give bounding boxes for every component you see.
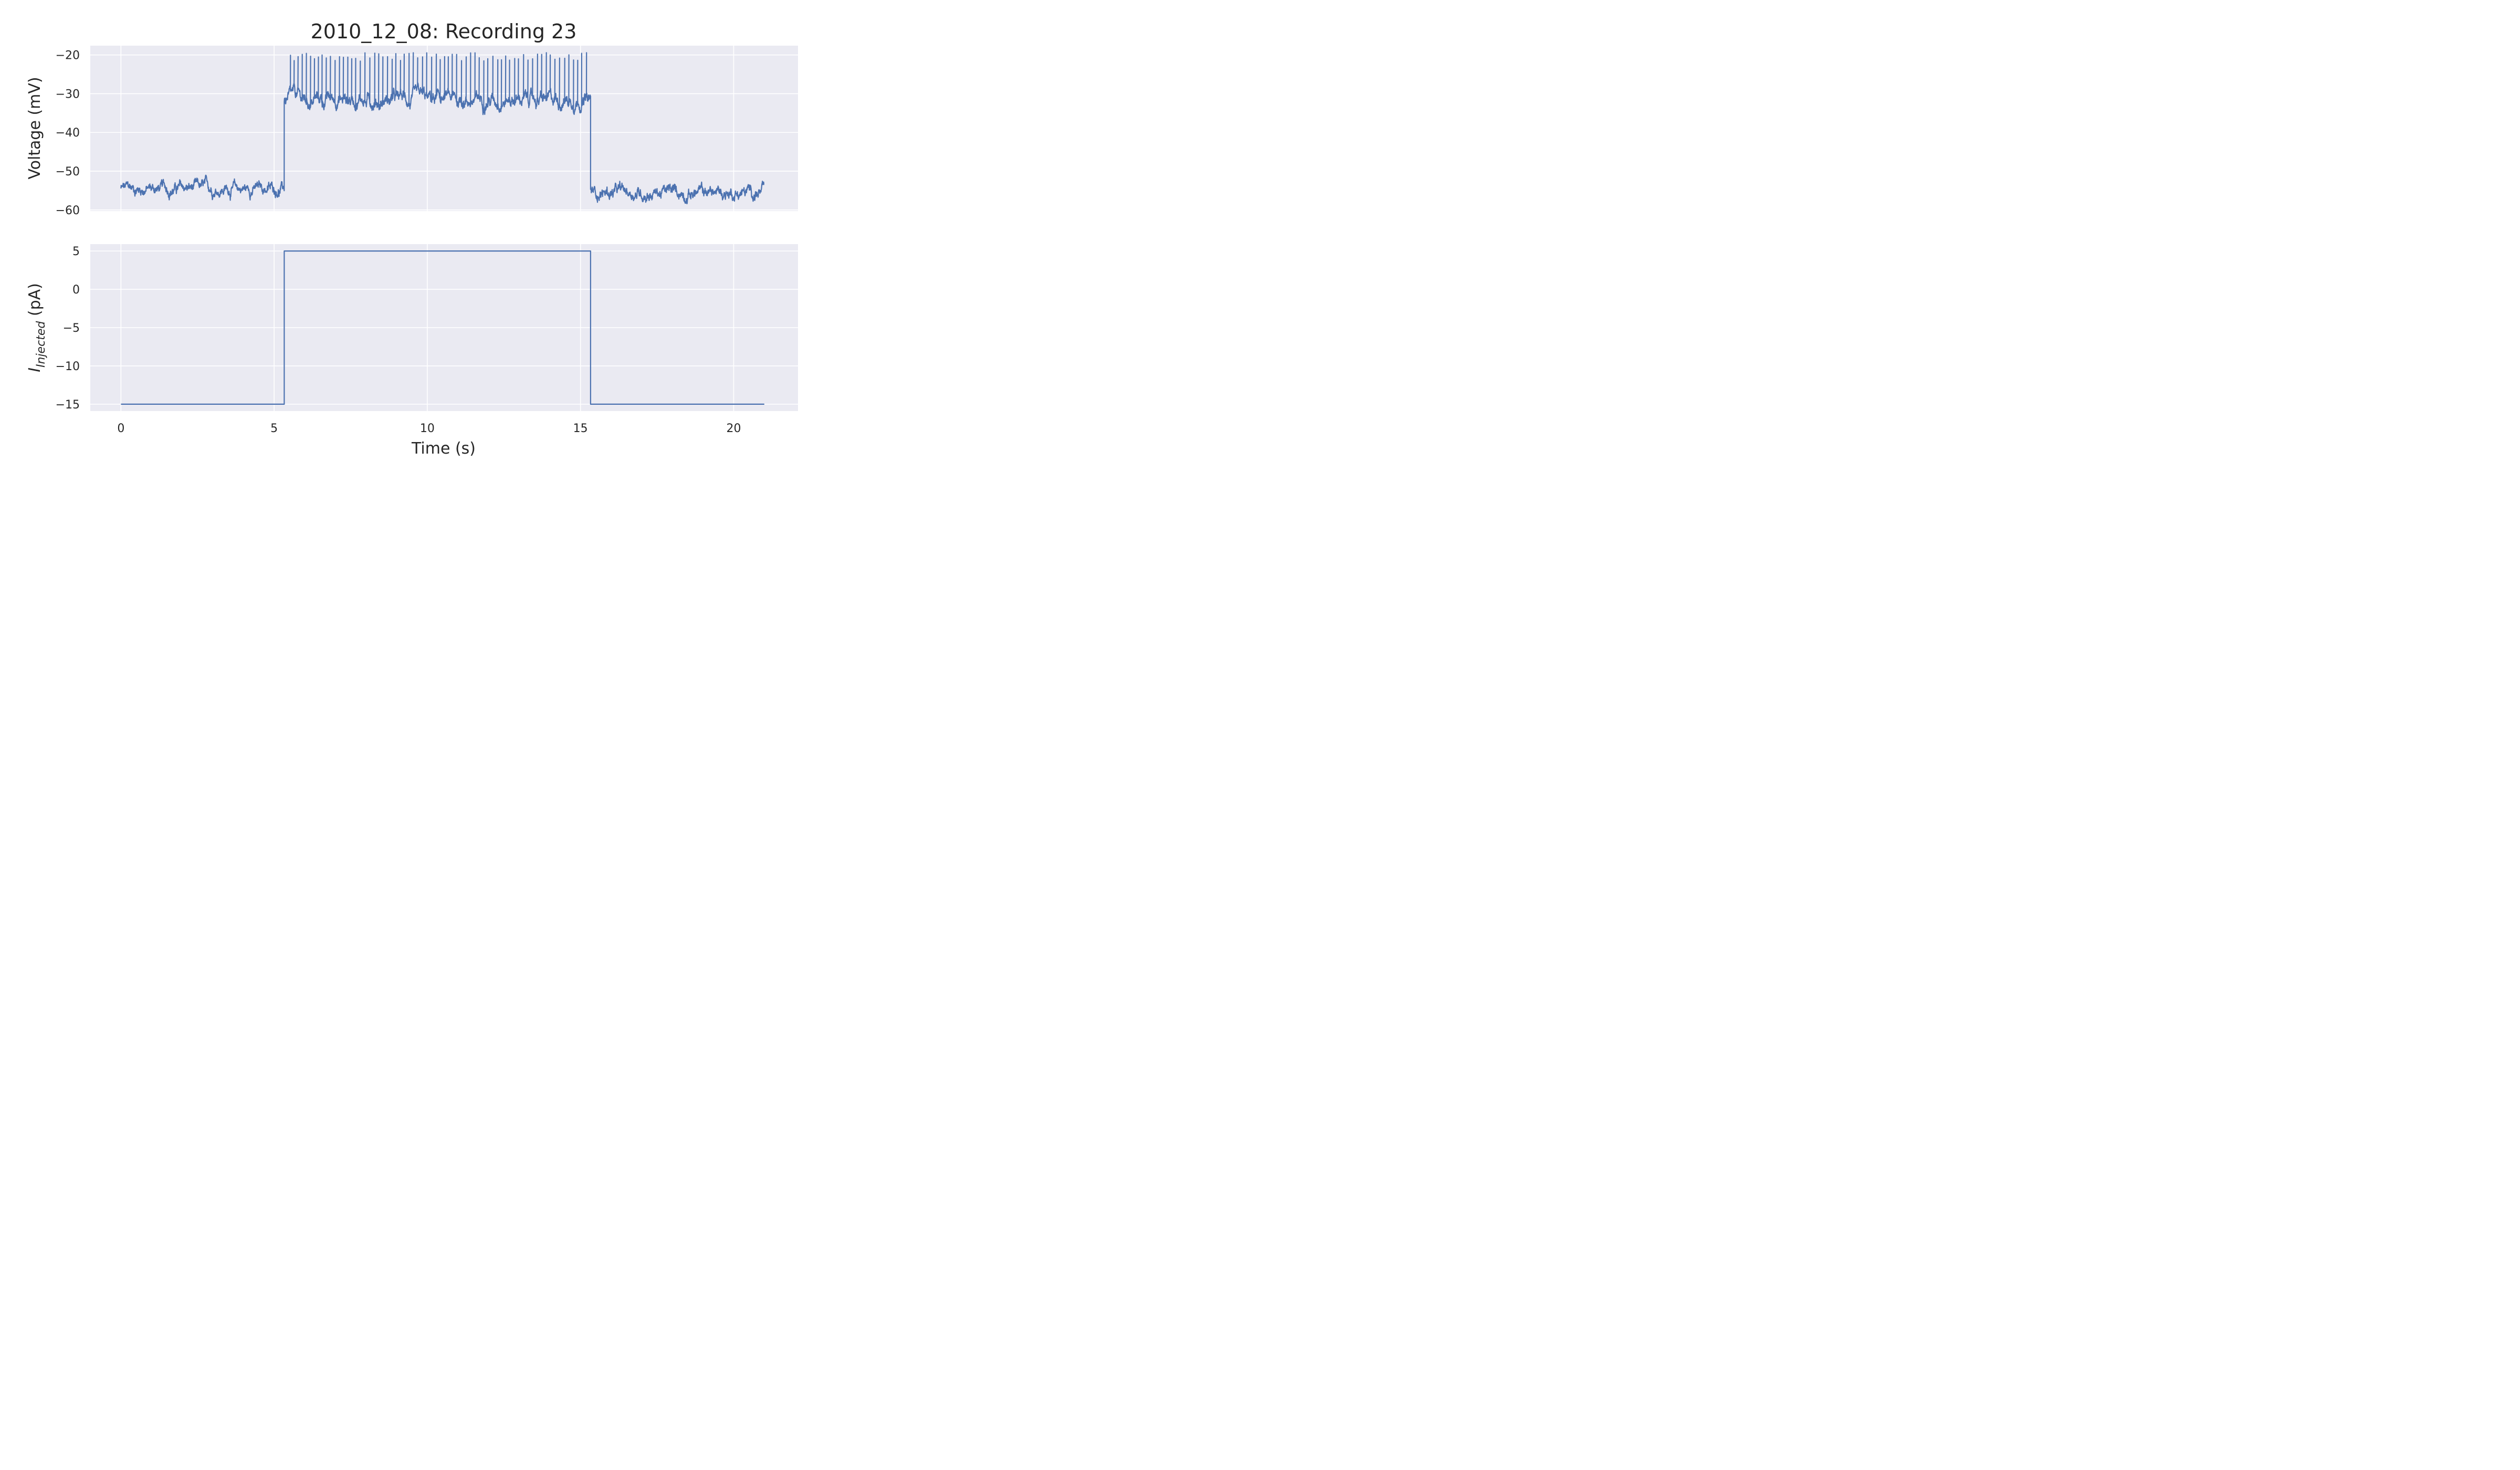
voltage-series: [120, 52, 765, 205]
current-y-ticks: −15 −10 −5 0 5: [56, 245, 80, 412]
y-tick-label: −15: [56, 398, 80, 412]
x-tick-label: 15: [573, 422, 588, 435]
y-tick-label: 0: [72, 284, 80, 297]
x-axis-label: Time (s): [411, 439, 476, 458]
y-tick-label: −50: [56, 165, 80, 178]
current-y-axis-label: IInjected (pA): [26, 283, 48, 372]
voltage-y-axis-label: Voltage (mV): [26, 77, 44, 179]
voltage-y-ticks: −60 −50 −40 −30 −20: [56, 49, 80, 217]
voltage-trace-line: [120, 52, 765, 205]
y-tick-label: −5: [63, 322, 80, 335]
current-y-label-unit: (pA): [26, 283, 44, 321]
y-tick-label: −40: [56, 127, 80, 140]
y-tick-label: −60: [56, 204, 80, 217]
figure: 2010_12_08: Recording 23 −60−50−40−30−20…: [26, 20, 798, 458]
current-y-label-symbol: I: [26, 368, 44, 372]
y-tick-label: −30: [56, 88, 80, 101]
x-tick-label: 10: [420, 422, 435, 435]
current-panel: −15 −10 −5 0 5 0 5 10 15 20 IInjected (pA) Time …: [26, 244, 798, 458]
voltage-grid: [90, 46, 798, 211]
current-x-ticks: 0 5 10 15 20: [117, 422, 741, 435]
current-step-line: [121, 250, 764, 405]
current-y-label-subscript: Injected: [35, 321, 48, 368]
y-tick-label: −20: [56, 49, 80, 62]
y-tick-label: 5: [72, 245, 80, 258]
x-tick-label: 0: [117, 422, 124, 435]
x-tick-label: 20: [726, 422, 741, 435]
voltage-panel: −60 −50 −40 −30 −20 Voltage (mV): [26, 46, 798, 217]
current-series: [121, 250, 764, 405]
y-tick-label: −10: [56, 360, 80, 373]
x-tick-label: 5: [270, 422, 278, 435]
chart-title: 2010_12_08: Recording 23: [311, 20, 577, 43]
